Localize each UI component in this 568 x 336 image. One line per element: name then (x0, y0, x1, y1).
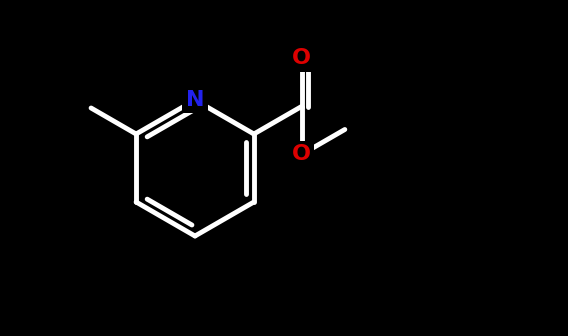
Text: N: N (186, 90, 204, 110)
Text: O: O (292, 48, 311, 69)
Text: O: O (292, 144, 311, 165)
